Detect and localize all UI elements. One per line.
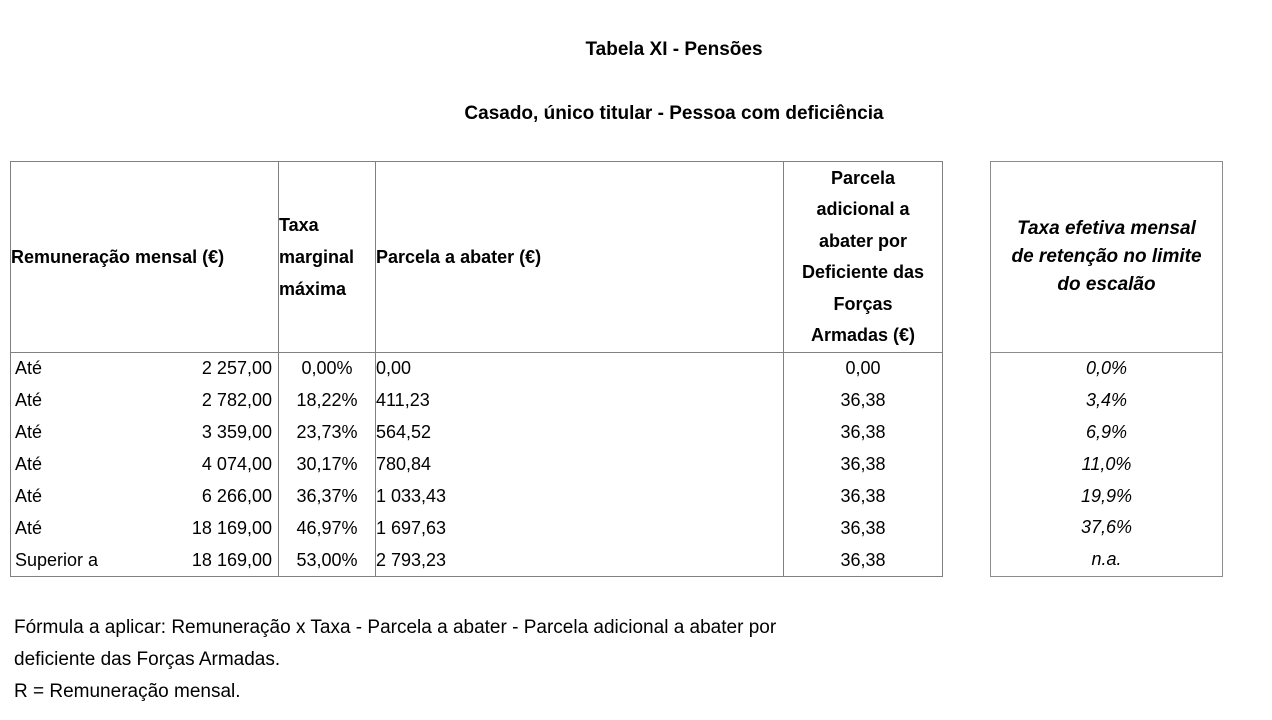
cell-remuneracao: Até 3 359,00: [11, 417, 279, 449]
row-limit: 4 074,00: [201, 454, 272, 474]
formula-notes: Fórmula a aplicar: Remuneração x Taxa - …: [14, 612, 776, 708]
cell-taxa: 18,22%: [278, 384, 376, 417]
cell-remuneracao: Até 18 169,00: [11, 513, 279, 545]
cell-parcela-adicional: 36,38: [783, 384, 943, 417]
table-row: Até 3 359,00 23,73% 564,52 36,38: [11, 416, 943, 449]
effective-rate-table: Taxa efetiva mensal de retenção no limit…: [990, 161, 1223, 577]
formula-line: R = Remuneração mensal.: [14, 681, 241, 702]
cell-remuneracao: Até 2 257,00: [11, 353, 279, 385]
cell-parcela: 0,00: [375, 352, 784, 385]
effective-rate-value: 6,9%: [1085, 421, 1128, 442]
effective-rate-value: 3,4%: [1085, 390, 1128, 411]
row-limit: 3 359,00: [201, 422, 272, 442]
cell-taxa: 36,37%: [278, 480, 376, 513]
table-row: Até 2 782,00 18,22% 411,23 36,38: [11, 384, 943, 417]
cell-parcela-adicional: 36,38: [783, 416, 943, 449]
cell-parcela-adicional: 36,38: [783, 448, 943, 481]
cell-parcela: 2 793,23: [375, 544, 784, 577]
effective-rate-value: 11,0%: [1081, 453, 1132, 474]
cell-remuneracao: Superior a 18 169,00: [11, 545, 279, 577]
header-taxa-marginal: Taxa marginal máxima: [278, 161, 376, 353]
table-row: Até 6 266,00 36,37% 1 033,43 36,38: [11, 480, 943, 513]
cell-parcela: 780,84: [375, 448, 784, 481]
effective-rate-value: n.a.: [1091, 549, 1122, 570]
row-prefix: Superior a: [15, 549, 99, 570]
pension-tax-table: Remuneração mensal (€) Taxa marginal máx…: [10, 161, 943, 577]
row-limit: 18 169,00: [191, 518, 272, 538]
row-prefix: Até: [15, 358, 43, 379]
header-parcela-adicional: Parcela adicional a abater por Deficient…: [783, 161, 943, 353]
cell-parcela: 411,23: [375, 384, 784, 417]
cell-remuneracao: Até 4 074,00: [11, 449, 279, 481]
cell-remuneracao: Até 6 266,00: [11, 481, 279, 513]
table-header-row: Remuneração mensal (€) Taxa marginal máx…: [10, 161, 943, 353]
formula-line: deficiente das Forças Armadas.: [14, 649, 281, 670]
cell-taxa: 30,17%: [278, 448, 376, 481]
page-subtitle: Casado, único titular - Pessoa com defic…: [464, 103, 884, 124]
cell-parcela-adicional: 0,00: [783, 352, 943, 385]
row-limit: 6 266,00: [201, 486, 272, 506]
page-title: Tabela XI - Pensões: [585, 39, 763, 60]
row-limit: 2 782,00: [201, 390, 272, 410]
cell-parcela-adicional: 36,38: [783, 544, 943, 577]
row-prefix: Até: [15, 454, 43, 474]
row-prefix: Até: [15, 518, 43, 538]
table-row: Superior a 18 169,00 53,00% 2 793,23 36,3…: [11, 544, 943, 577]
effective-rate-value: 19,9%: [1080, 485, 1133, 506]
cell-parcela-adicional: 36,38: [783, 480, 943, 513]
header-taxa-efetiva: Taxa efetiva mensal de retenção no limit…: [991, 162, 1222, 353]
effective-rate-value: 37,6%: [1080, 517, 1133, 538]
effective-rate-value: 0,0%: [1085, 358, 1128, 379]
cell-parcela: 1 697,63: [375, 512, 784, 545]
cell-taxa: 46,97%: [278, 512, 376, 545]
table-row: Até 2 257,00 0,00% 0,00 0,00: [11, 352, 943, 385]
cell-taxa: 53,00%: [278, 544, 376, 577]
table-row: Até 18 169,00 46,97% 1 697,63 36,38: [11, 512, 943, 545]
table-row: Até 4 074,00 30,17% 780,84 36,38: [11, 448, 943, 481]
row-limit: 18 169,00: [191, 549, 272, 570]
row-limit: 2 257,00: [201, 358, 272, 379]
header-parcela-abater: Parcela a abater (€): [375, 161, 784, 353]
row-prefix: Até: [15, 422, 43, 442]
cell-taxa: 0,00%: [278, 352, 376, 385]
row-prefix: Até: [15, 390, 43, 410]
cell-taxa: 23,73%: [278, 416, 376, 449]
cell-parcela: 1 033,43: [375, 480, 784, 513]
cell-remuneracao: Até 2 782,00: [11, 385, 279, 417]
cell-parcela: 564,52: [375, 416, 784, 449]
header-remuneracao-mensal: Remuneração mensal (€): [10, 161, 279, 353]
cell-parcela-adicional: 36,38: [783, 512, 943, 545]
row-prefix: Até: [15, 486, 43, 506]
formula-line: Fórmula a aplicar: Remuneração x Taxa - …: [14, 617, 777, 638]
